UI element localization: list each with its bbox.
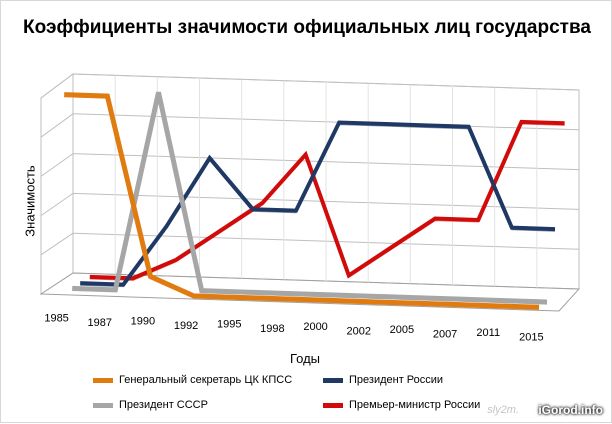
gridline-side bbox=[40, 153, 74, 177]
x-tick-label: 2015 bbox=[519, 331, 543, 343]
watermark: iGorod.info bbox=[538, 403, 603, 417]
watermark-faint: sly2m. bbox=[487, 404, 519, 416]
x-tick-label: 1998 bbox=[260, 323, 284, 335]
legend-label-prime-minister: Премьер-министр России bbox=[349, 399, 481, 411]
series-line bbox=[80, 120, 556, 287]
x-tick-label: 2005 bbox=[390, 324, 414, 336]
x-tick-label: 2011 bbox=[476, 327, 500, 339]
series-line bbox=[64, 92, 540, 310]
x-tick-label: 1987 bbox=[88, 317, 112, 329]
legend-swatch-president-russia bbox=[323, 377, 343, 383]
gridline-side bbox=[40, 113, 74, 138]
series-line bbox=[72, 91, 548, 305]
gridline-side bbox=[40, 192, 74, 217]
x-tick-label: 1990 bbox=[131, 316, 155, 328]
x-tick-label: 2000 bbox=[303, 321, 327, 333]
gridline-side bbox=[40, 232, 74, 256]
legend-label-gensec: Генеральный секретарь ЦК КПСС bbox=[119, 374, 293, 386]
x-tick-label: 2007 bbox=[433, 328, 457, 340]
legend-item-gensec: Генеральный секретарь ЦК КПСС bbox=[93, 374, 292, 386]
legend-item-president-russia: Президент России bbox=[323, 374, 443, 386]
x-tick-label: 1995 bbox=[217, 318, 241, 330]
legend-item-president-ussr: Президент СССР bbox=[93, 399, 208, 411]
floor bbox=[39, 272, 581, 312]
left-wall bbox=[40, 73, 74, 295]
x-tick-label: 1985 bbox=[44, 313, 68, 325]
legend-swatch-president-ussr bbox=[93, 402, 113, 408]
legend-swatch-prime-minister bbox=[323, 402, 343, 408]
x-axis-label: Годы bbox=[289, 351, 321, 366]
legend-swatch-gensec bbox=[93, 377, 113, 383]
legend-label-president-ussr: Президент СССР bbox=[119, 399, 208, 411]
legend-item-prime-minister: Премьер-министр России bbox=[323, 399, 480, 411]
series-line bbox=[89, 119, 565, 281]
legend-label-president-russia: Президент России bbox=[349, 374, 444, 386]
gridline-side bbox=[40, 73, 74, 99]
x-tick-label: 2002 bbox=[347, 326, 371, 338]
chart-title: Коэффициенты значимости официальных лиц … bbox=[23, 17, 591, 38]
x-tick-label: 1992 bbox=[174, 320, 198, 332]
